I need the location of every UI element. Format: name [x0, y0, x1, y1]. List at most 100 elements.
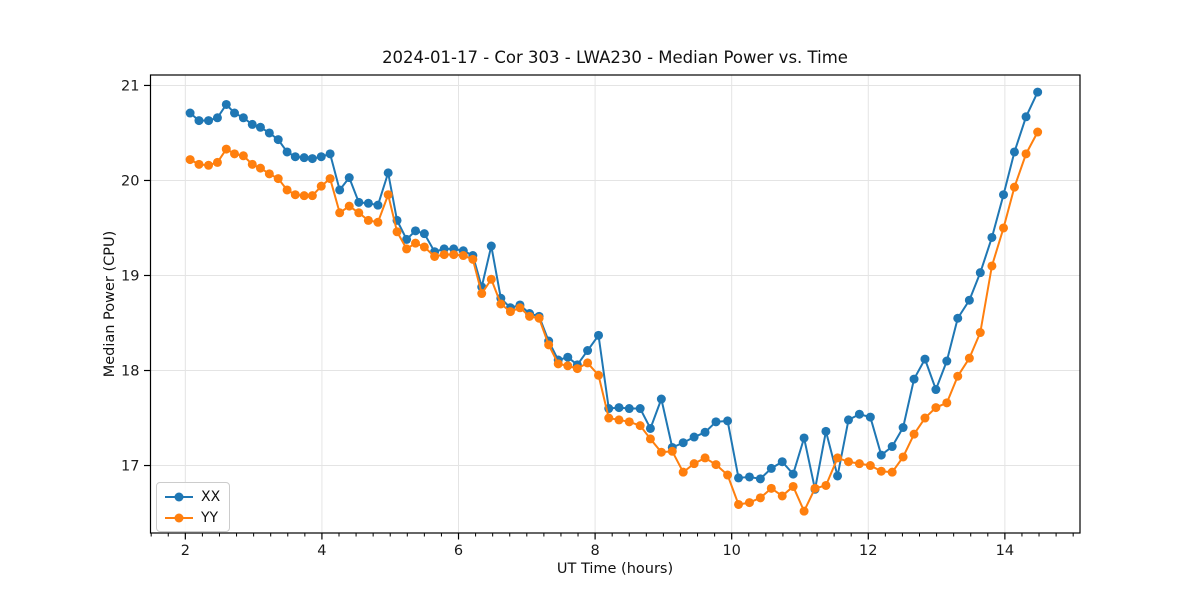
series-xx-marker — [194, 116, 204, 126]
series-yy-marker — [931, 403, 941, 413]
series-xx-marker — [238, 113, 248, 123]
axes-spines — [149, 74, 1081, 534]
series-yy-marker — [185, 155, 195, 165]
y-axis-label: Median Power (CPU) — [102, 230, 118, 378]
series-xx-marker — [854, 409, 864, 419]
series-xx-marker — [282, 147, 292, 157]
series-xx-marker — [843, 415, 853, 425]
series-xx-marker — [799, 433, 809, 443]
series-xx-marker — [755, 474, 765, 484]
series-yy-marker — [282, 185, 292, 195]
series-xx-marker — [325, 149, 335, 159]
x-tick-label: 10 — [722, 543, 740, 559]
legend-label-xx: XX — [201, 488, 221, 505]
chart-title: 2024-01-17 - Cor 303 - LWA230 - Median P… — [382, 48, 848, 67]
series-yy-marker — [678, 467, 688, 477]
series-yy-marker — [449, 250, 459, 260]
series-xx-marker — [744, 472, 754, 482]
series-xx-marker — [354, 197, 364, 207]
series-yy-marker — [843, 457, 853, 467]
series-xx-marker — [931, 385, 941, 395]
series-yy-marker — [711, 460, 721, 470]
series-xx-marker — [299, 153, 309, 163]
series-yy-marker — [515, 303, 525, 313]
series-yy-marker — [604, 413, 614, 423]
series-xx-marker — [383, 168, 393, 178]
series-yy-marker — [458, 251, 468, 261]
series-yy-marker — [667, 446, 677, 456]
series-xx-marker — [221, 99, 231, 109]
series-xx-marker — [363, 198, 373, 208]
series-yy-marker — [572, 364, 582, 374]
series-yy-marker — [821, 480, 831, 490]
series-yy-marker — [865, 461, 875, 471]
series-xx-marker — [1009, 147, 1019, 157]
y-tick-label: 21 — [121, 78, 139, 94]
series-yy-marker — [255, 163, 265, 173]
series-xx-marker — [247, 119, 257, 129]
x-tick-label: 8 — [590, 543, 599, 559]
series-yy-marker — [325, 174, 335, 184]
series-yy-marker — [645, 434, 655, 444]
series-yy-marker — [953, 371, 963, 381]
series-xx-marker — [645, 423, 655, 433]
series-xx-marker — [788, 469, 798, 479]
series-xx-marker — [344, 173, 354, 183]
legend-entry-yy: YY — [164, 508, 220, 527]
series-yy-marker — [766, 483, 776, 493]
series-yy-marker — [689, 459, 699, 469]
series-xx-marker — [898, 423, 908, 433]
series-yy-marker — [525, 311, 535, 321]
series-yy-marker — [439, 250, 449, 260]
series-xx-marker — [264, 128, 274, 138]
series-xx-marker — [185, 108, 195, 118]
series-xx-marker — [766, 463, 776, 473]
series-yy-marker — [477, 289, 487, 299]
series-xx-marker — [723, 416, 733, 426]
series-yy-marker — [614, 415, 624, 425]
series-xx-marker — [987, 232, 997, 242]
series-yy-marker — [553, 359, 563, 369]
series-yy-marker — [975, 328, 985, 338]
series-yy-marker — [734, 499, 744, 509]
series-yy-marker — [1021, 149, 1031, 159]
series-yy-marker — [194, 159, 204, 169]
series-yy-marker — [635, 421, 645, 431]
series-yy-marker — [230, 149, 240, 159]
series-yy-marker — [700, 453, 710, 463]
legend-line-marker-icon — [165, 492, 193, 501]
series-xx-marker — [594, 330, 604, 340]
series-yy-marker — [534, 313, 544, 323]
series-yy-marker — [583, 358, 593, 368]
series-yy-marker — [486, 274, 496, 284]
series-yy-marker — [594, 370, 604, 380]
series-xx-marker — [821, 426, 831, 436]
y-tick-label: 19 — [121, 268, 139, 284]
series-xx-marker — [833, 471, 843, 481]
series-yy-marker — [544, 340, 554, 350]
series-yy-marker — [810, 483, 820, 493]
series-xx-marker — [678, 438, 688, 448]
series-yy-marker — [238, 151, 248, 161]
series-xx-marker — [486, 241, 496, 251]
series-xx-marker — [887, 442, 897, 452]
series-xx-marker — [999, 190, 1009, 200]
series-xx-marker — [942, 356, 952, 366]
series-yy-marker — [273, 174, 283, 184]
series-yy-marker — [335, 208, 345, 218]
series-yy-marker — [898, 452, 908, 462]
y-tick-label: 18 — [121, 364, 139, 380]
series-yy-marker — [942, 398, 952, 408]
series-yy-marker — [221, 144, 231, 154]
legend-line-marker-icon — [165, 513, 193, 522]
series-xx-marker — [335, 185, 345, 195]
series-xx-marker — [204, 116, 214, 126]
series-yy-marker — [854, 459, 864, 469]
series-xx-marker — [920, 354, 930, 364]
series-yy-marker — [264, 169, 274, 179]
series-xx-marker — [212, 113, 222, 123]
series-yy-marker — [316, 181, 326, 191]
series-yy-marker — [788, 481, 798, 491]
series-xx-marker — [865, 412, 875, 422]
